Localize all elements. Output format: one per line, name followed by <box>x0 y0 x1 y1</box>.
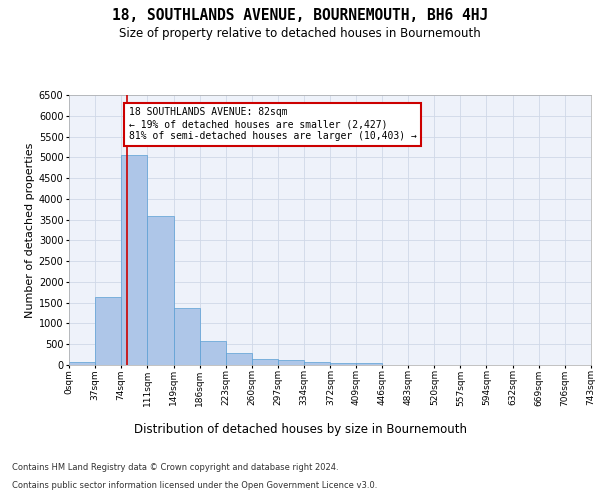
Text: 18, SOUTHLANDS AVENUE, BOURNEMOUTH, BH6 4HJ: 18, SOUTHLANDS AVENUE, BOURNEMOUTH, BH6 … <box>112 8 488 22</box>
Text: Contains public sector information licensed under the Open Government Licence v3: Contains public sector information licen… <box>12 481 377 490</box>
Text: Distribution of detached houses by size in Bournemouth: Distribution of detached houses by size … <box>133 422 467 436</box>
Bar <box>251 359 278 365</box>
Bar <box>278 360 304 365</box>
Bar <box>226 353 251 365</box>
Bar <box>331 362 356 365</box>
Bar <box>304 362 331 365</box>
Text: Contains HM Land Registry data © Crown copyright and database right 2024.: Contains HM Land Registry data © Crown c… <box>12 462 338 471</box>
Bar <box>147 216 173 365</box>
Bar <box>95 298 121 365</box>
Text: 18 SOUTHLANDS AVENUE: 82sqm
← 19% of detached houses are smaller (2,427)
81% of : 18 SOUTHLANDS AVENUE: 82sqm ← 19% of det… <box>129 108 416 140</box>
Bar <box>173 308 200 365</box>
Bar <box>200 341 226 365</box>
Bar <box>69 362 95 365</box>
Bar <box>356 362 382 365</box>
Y-axis label: Number of detached properties: Number of detached properties <box>25 142 35 318</box>
Text: Size of property relative to detached houses in Bournemouth: Size of property relative to detached ho… <box>119 28 481 40</box>
Bar <box>121 155 147 365</box>
